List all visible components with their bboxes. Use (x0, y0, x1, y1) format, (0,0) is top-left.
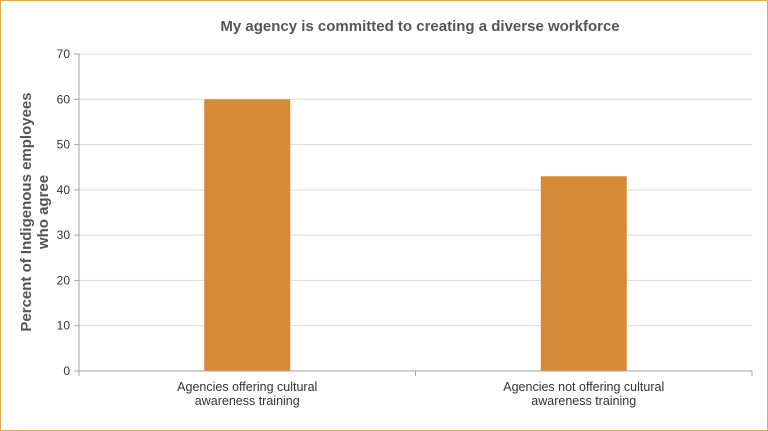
y-tick-label: 60 (57, 92, 71, 106)
x-category-label: awareness training (531, 394, 636, 408)
x-axis (78, 54, 753, 376)
y-tick-label: 40 (57, 183, 71, 197)
x-category-label: awareness training (195, 394, 300, 408)
y-axis-label-line-1: Percent of Indigenous employees (18, 92, 35, 331)
bar (540, 176, 627, 371)
bars (204, 99, 627, 372)
y-axis-label-line-2: who agree (35, 175, 52, 250)
x-category-label: Agencies not offering cultural (503, 380, 664, 394)
bar (204, 99, 291, 372)
gridlines (79, 53, 752, 327)
chart-title: My agency is committed to creating a div… (220, 18, 619, 35)
y-tick-label: 0 (63, 364, 70, 378)
y-tick-labels: 0 10 20 30 40 50 60 70 (57, 47, 79, 378)
x-category-label: Agencies offering cultural (177, 380, 317, 394)
y-axis-label: Percent of Indigenous employees who agre… (18, 92, 52, 331)
y-tick-label: 70 (57, 47, 71, 61)
y-tick-label: 30 (57, 228, 71, 242)
y-tick-label: 50 (57, 138, 71, 152)
y-tick-label: 10 (57, 319, 71, 333)
y-tick-label: 20 (57, 273, 71, 287)
